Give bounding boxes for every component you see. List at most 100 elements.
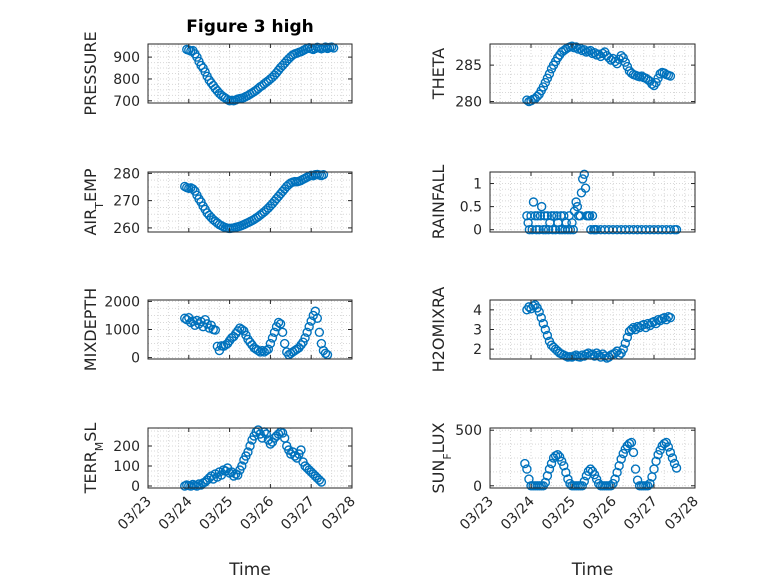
data-point	[579, 476, 589, 487]
data-point	[557, 456, 567, 467]
y-tick-label: 0	[473, 223, 482, 239]
data-point	[312, 313, 323, 323]
data-point	[565, 224, 576, 235]
data-point	[647, 79, 657, 89]
data-point	[612, 467, 622, 478]
data-point	[571, 197, 581, 207]
data-point	[610, 474, 620, 484]
data-point	[549, 211, 559, 221]
data-point	[622, 332, 633, 343]
axes-box	[147, 171, 353, 233]
y-tick-label: 200	[113, 439, 140, 455]
data-point	[563, 474, 573, 484]
axes-box	[489, 171, 696, 233]
data-point	[536, 313, 546, 323]
data-point	[228, 471, 239, 481]
data-point	[237, 461, 247, 471]
data-point	[314, 475, 325, 485]
axes-box	[147, 43, 353, 104]
panel-h2omixra: 2 3 4 H2OMIXRA	[429, 287, 696, 372]
data-point	[552, 211, 562, 221]
data-point	[665, 71, 676, 81]
data-point	[671, 224, 682, 235]
data-point	[261, 345, 272, 356]
x-tick-label: 03/28	[662, 494, 702, 534]
y-tick-label: 2	[473, 342, 482, 358]
x-tick-label: 03/23	[115, 494, 155, 534]
data-point	[538, 82, 548, 92]
data-point	[544, 69, 555, 79]
x-axis-label: Time	[228, 560, 271, 580]
data-point	[273, 317, 284, 328]
data-point	[267, 333, 278, 343]
data-point	[204, 323, 214, 333]
data-point	[540, 477, 551, 488]
data-point	[618, 53, 628, 63]
data-point	[665, 224, 676, 235]
data-point	[665, 447, 676, 458]
data-point	[618, 344, 628, 354]
data-point	[314, 327, 325, 338]
data-point	[277, 327, 288, 338]
data-point	[584, 211, 595, 221]
data-point	[546, 458, 557, 469]
data-point	[318, 170, 329, 180]
data-point	[585, 464, 596, 474]
data-point	[302, 327, 312, 338]
y-axis-label: RAINFALL	[429, 165, 448, 240]
data-point	[577, 174, 588, 184]
y-tick-label: 0	[473, 479, 482, 495]
x-tick-label: 03/25	[197, 494, 237, 534]
data-point	[192, 52, 202, 62]
data-point	[263, 344, 274, 354]
data-point	[539, 211, 550, 221]
data-point	[586, 224, 596, 235]
y-axis-label: THETA	[429, 48, 448, 100]
data-point	[589, 469, 600, 480]
x-tick-label: 03/23	[457, 494, 497, 534]
panel-rainfall: 0 0.5 1 RAINFALL	[429, 165, 696, 240]
data-point	[520, 458, 530, 469]
data-point	[277, 428, 288, 438]
data-point	[538, 318, 548, 329]
data-point	[257, 345, 267, 356]
data-point	[316, 477, 327, 487]
data-point	[618, 448, 628, 459]
data-point	[200, 67, 210, 77]
y-tick-label: 0	[131, 479, 140, 495]
data-point	[243, 447, 253, 457]
y-tick-label: 700	[113, 94, 140, 110]
data-point	[535, 211, 546, 221]
data-point	[577, 481, 587, 491]
data-point	[540, 324, 551, 335]
data-point	[526, 211, 536, 221]
data-point	[580, 183, 591, 193]
y-axis-label: SUNFLUX	[429, 422, 454, 493]
data-point	[616, 50, 626, 61]
data-point	[669, 458, 680, 469]
chart-title: Figure 3 high	[186, 17, 314, 37]
y-tick-label: 4	[473, 303, 482, 319]
x-tick-label: 03/27	[278, 494, 318, 534]
y-tick-label: 1000	[104, 323, 140, 339]
data-point	[261, 429, 272, 439]
data-point	[543, 224, 554, 235]
data-point	[320, 348, 331, 359]
data-point	[534, 307, 544, 317]
data-point	[659, 313, 669, 323]
y-tick-label: 0.5	[460, 200, 482, 216]
data-point	[180, 313, 190, 323]
data-point	[542, 471, 553, 481]
y-axis-label: AIRTEMP	[81, 168, 106, 235]
data-point	[541, 224, 551, 235]
data-point	[532, 211, 543, 221]
data-point	[531, 224, 542, 235]
data-point	[275, 319, 286, 329]
data-point	[568, 224, 578, 235]
y-tick-label: 2000	[104, 294, 140, 310]
data-point	[279, 338, 290, 349]
panel-sun: 0 500 03/23 03/24 03/25 03/26 03/27 03/28 Time SU…	[429, 422, 702, 580]
y-tick-label: 285	[455, 58, 482, 74]
data-point	[304, 321, 314, 332]
